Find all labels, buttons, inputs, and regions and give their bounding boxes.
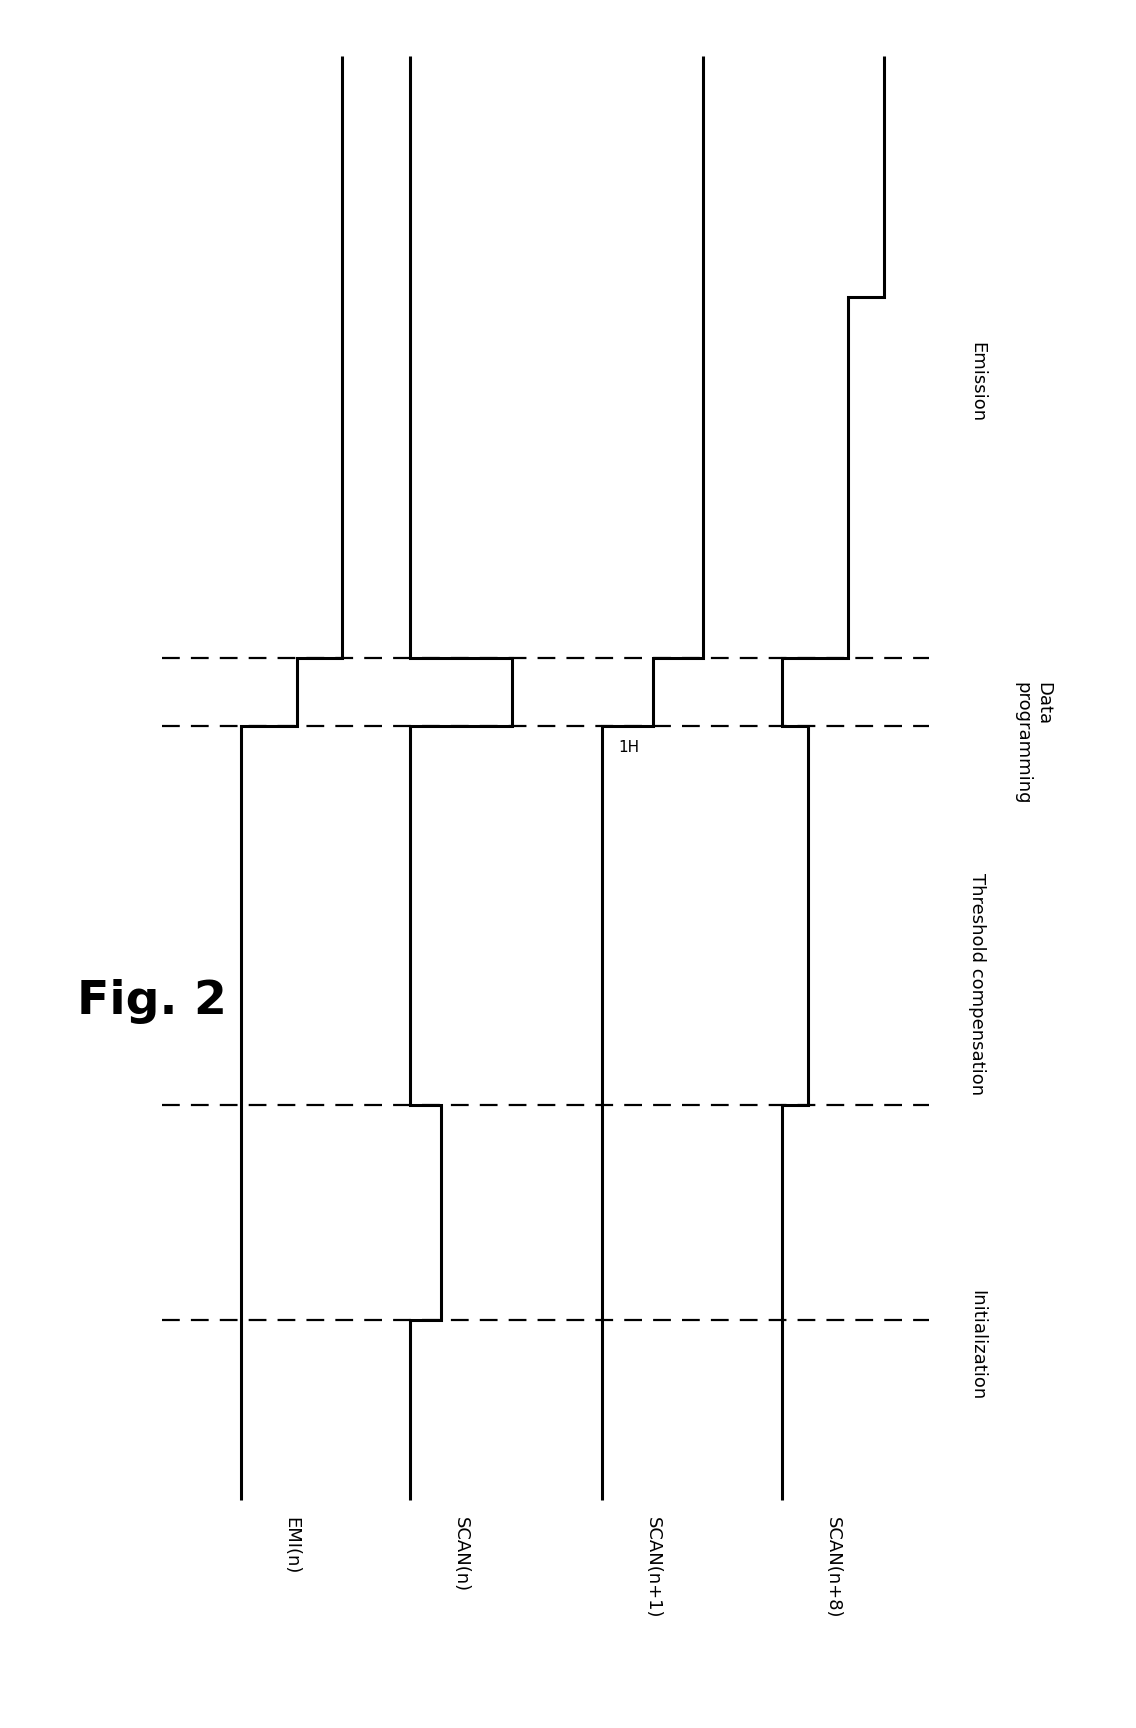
- Text: Data
programming: Data programming: [1013, 683, 1052, 805]
- Text: SCAN(n): SCAN(n): [452, 1517, 470, 1593]
- Text: Initialization: Initialization: [968, 1291, 986, 1401]
- Text: 1H: 1H: [619, 740, 640, 755]
- Text: SCAN(n+8): SCAN(n+8): [824, 1517, 842, 1619]
- Text: Threshold compensation: Threshold compensation: [968, 873, 986, 1096]
- Text: EMI(n): EMI(n): [283, 1517, 301, 1574]
- Text: Emission: Emission: [968, 342, 986, 423]
- Text: Fig. 2: Fig. 2: [77, 980, 227, 1025]
- Text: SCAN(n+1): SCAN(n+1): [644, 1517, 661, 1619]
